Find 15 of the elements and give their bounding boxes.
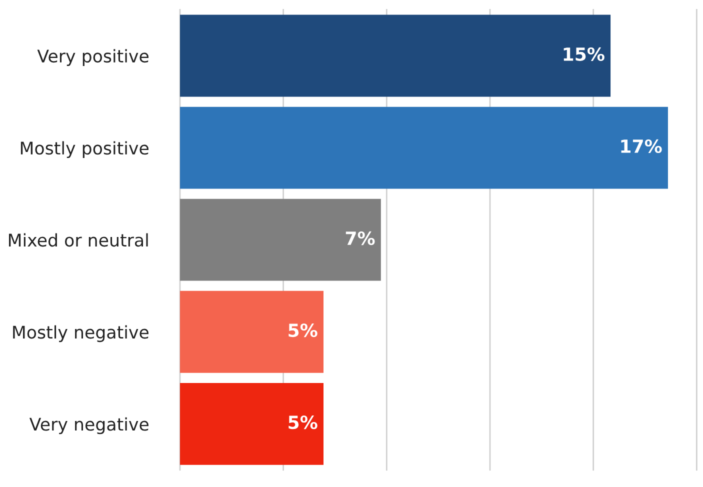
y-tick-label: Very negative bbox=[29, 417, 148, 434]
data-label: 7% bbox=[346, 231, 375, 246]
bar bbox=[180, 106, 668, 189]
bar bbox=[180, 198, 381, 281]
bar bbox=[180, 382, 324, 465]
data-label: 15% bbox=[564, 47, 604, 61]
y-tick-label: Very positive bbox=[37, 49, 148, 66]
y-tick-label: Mixed or neutral bbox=[8, 233, 148, 247]
y-tick-label: Mostly negative bbox=[13, 325, 148, 342]
data-label: 17% bbox=[621, 139, 662, 154]
bar bbox=[180, 14, 611, 97]
bar bbox=[180, 290, 324, 373]
data-label: 5% bbox=[288, 416, 318, 430]
y-tick-label: Mostly positive bbox=[20, 141, 148, 158]
data-label: 5% bbox=[288, 323, 318, 338]
